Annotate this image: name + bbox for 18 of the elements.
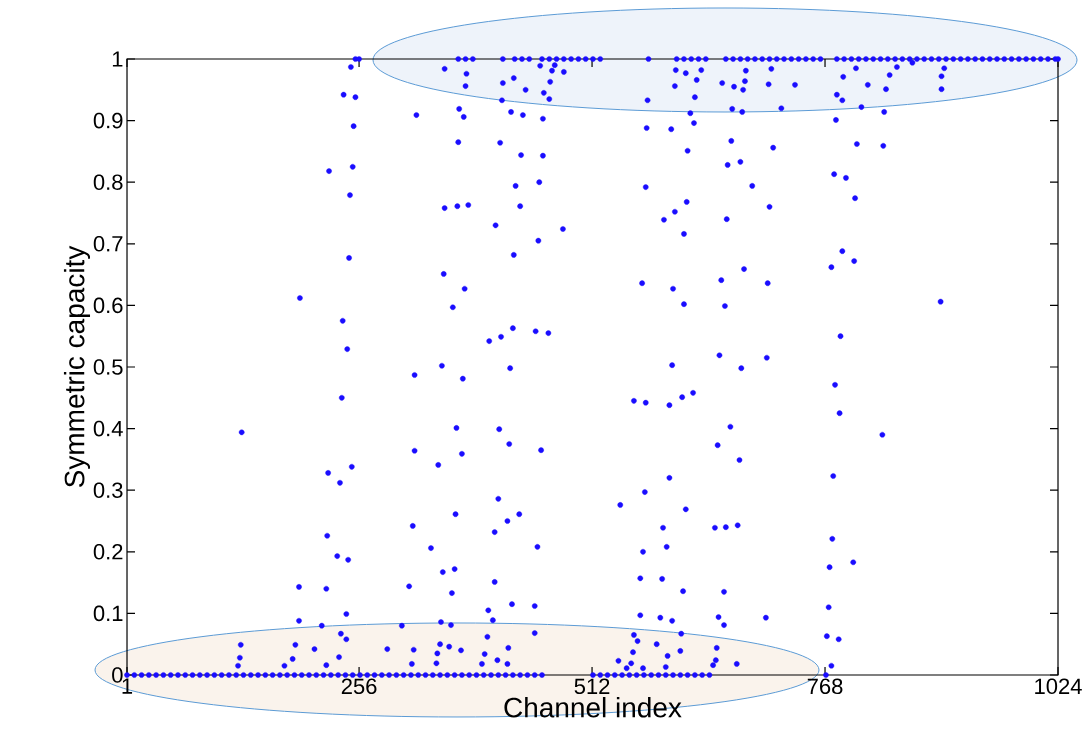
y-tick-label: 0.1 xyxy=(93,605,123,622)
y-tick-label: 1 xyxy=(112,51,123,67)
y-tick-label: 0.4 xyxy=(93,420,123,437)
x-axis-title: Channel index xyxy=(504,696,682,718)
x-tick-label: 1 xyxy=(122,678,133,694)
y-tick-label: 0.6 xyxy=(93,297,123,314)
y-axis-title: Symmetric capacity xyxy=(63,245,91,488)
x-tick-label: 512 xyxy=(574,678,610,695)
y-tick-label: 0.5 xyxy=(93,359,123,375)
x-tick-label: 768 xyxy=(807,678,843,695)
y-tick-label: 0 xyxy=(112,667,123,683)
x-tick-label: 256 xyxy=(341,678,377,695)
y-tick-label: 0.8 xyxy=(93,174,123,190)
y-tick-label: 0.9 xyxy=(93,112,123,129)
x-tick-label: 1024 xyxy=(1035,678,1082,695)
y-tick-label: 0.7 xyxy=(93,235,123,252)
y-tick-label: 0.2 xyxy=(93,543,123,560)
y-tick-label: 0.3 xyxy=(93,482,123,498)
